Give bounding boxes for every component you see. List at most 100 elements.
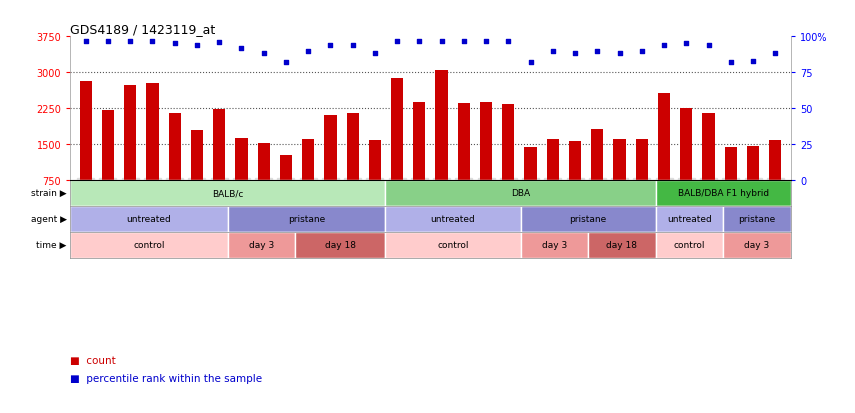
Point [746,58,760,65]
Point [212,40,226,46]
Bar [70,232,227,258]
Text: strain ▶: strain ▶ [31,189,67,198]
Point [123,38,137,45]
Bar [280,155,292,216]
Bar [723,232,791,258]
Point [702,43,716,49]
Bar [257,143,270,216]
Bar [546,140,559,216]
Point [390,38,404,45]
Bar [413,102,426,216]
Bar [457,103,470,216]
Bar [524,148,537,216]
Bar [502,105,515,216]
Point [502,38,516,45]
Point [79,38,92,45]
Bar [227,232,295,258]
Bar [124,86,136,216]
Point [457,38,471,45]
Text: BALB/c: BALB/c [212,189,244,198]
Point [591,48,604,55]
Text: day 3: day 3 [745,241,770,249]
Bar [295,232,386,258]
Text: untreated: untreated [127,215,171,223]
Bar [681,109,693,216]
Bar [386,180,656,206]
Bar [747,146,759,216]
Text: ■  count: ■ count [70,356,116,366]
Bar [386,206,521,232]
Point [412,38,426,45]
Bar [569,142,581,216]
Point [256,51,270,58]
Bar [703,114,715,216]
Bar [191,131,203,216]
Text: control: control [437,241,469,249]
Bar [480,103,492,216]
Bar [656,232,723,258]
Text: DBA: DBA [511,189,530,198]
Text: untreated: untreated [667,215,712,223]
Bar [658,94,670,216]
Text: GDS4189 / 1423119_at: GDS4189 / 1423119_at [70,23,215,36]
Text: BALB/DBA F1 hybrid: BALB/DBA F1 hybrid [678,189,769,198]
Text: day 3: day 3 [542,241,567,249]
Point [546,48,560,55]
Text: pristane: pristane [739,215,775,223]
Point [657,43,671,49]
Bar [521,232,588,258]
Bar [324,115,337,216]
Bar [656,180,791,206]
Point [680,41,693,47]
Point [635,48,649,55]
Text: agent ▶: agent ▶ [31,215,67,223]
Text: time ▶: time ▶ [36,241,67,249]
Text: day 18: day 18 [606,241,638,249]
Text: pristane: pristane [569,215,607,223]
Bar [346,114,359,216]
Bar [770,140,781,216]
Text: control: control [133,241,165,249]
Bar [521,206,656,232]
Bar [213,110,225,216]
Point [724,59,738,66]
Bar [80,81,91,216]
Point [234,45,248,52]
Bar [227,206,386,232]
Bar [369,141,381,216]
Text: pristane: pristane [288,215,325,223]
Point [145,38,159,45]
Point [168,41,181,47]
Text: untreated: untreated [431,215,475,223]
Point [101,38,115,45]
Point [435,38,449,45]
Text: control: control [674,241,705,249]
Bar [391,79,404,216]
Point [323,43,337,49]
Point [524,59,538,66]
Bar [656,206,723,232]
Text: ■  percentile rank within the sample: ■ percentile rank within the sample [70,373,262,383]
Bar [102,111,114,216]
Point [301,48,315,55]
Bar [70,206,227,232]
Bar [168,114,180,216]
Bar [614,140,626,216]
Point [569,51,582,58]
Bar [723,206,791,232]
Point [190,43,203,49]
Bar [725,148,737,216]
Bar [591,130,604,216]
Bar [636,140,648,216]
Bar [70,180,386,206]
Bar [435,71,448,216]
Point [279,59,292,66]
Point [613,51,627,58]
Point [480,38,493,45]
Text: day 18: day 18 [325,241,356,249]
Point [345,43,359,49]
Bar [386,232,521,258]
Bar [302,140,315,216]
Point [368,51,381,58]
Bar [235,139,247,216]
